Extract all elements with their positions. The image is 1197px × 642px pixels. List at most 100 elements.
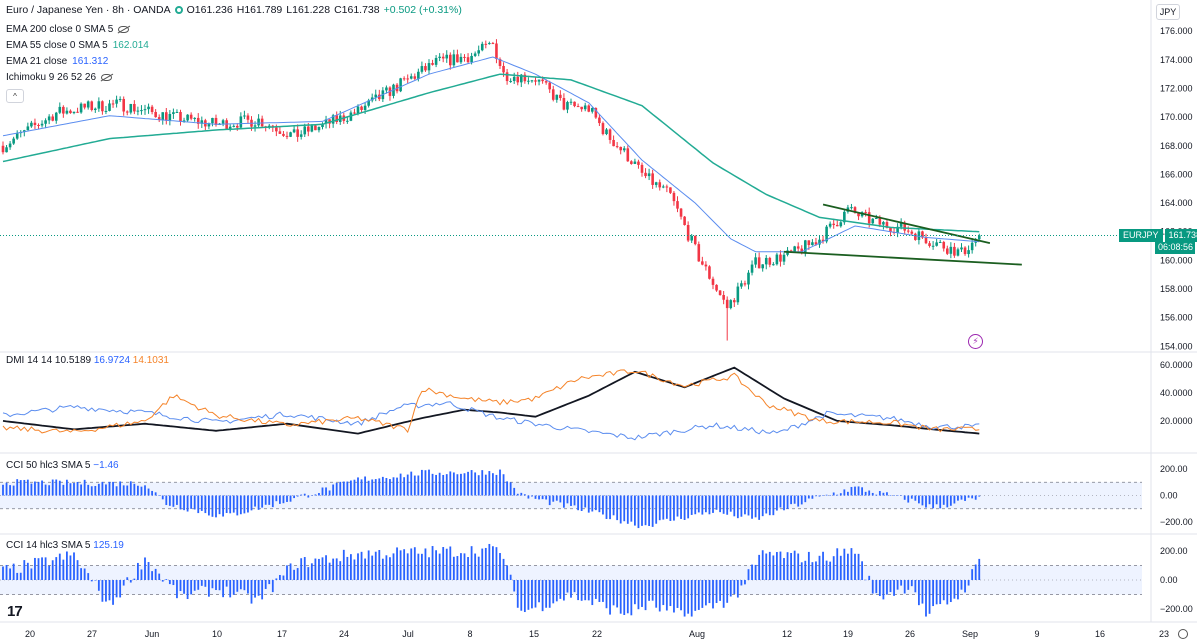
candle-body	[65, 110, 69, 114]
cci-bar	[58, 480, 61, 496]
cci-bar	[48, 565, 51, 580]
symbol-title[interactable]: Euro / Japanese Yen · 8h · OANDA	[6, 4, 171, 16]
cci-bar	[630, 580, 633, 616]
candle-body	[605, 129, 608, 135]
cci-bar	[413, 475, 416, 496]
last-price-tag: EURJPY 161.738	[1119, 229, 1197, 243]
cci-bar	[942, 580, 945, 601]
cci-bar	[900, 580, 903, 586]
cci-bar	[179, 580, 182, 592]
cci14-legend[interactable]: CCI 14 hlc3 SMA 5 125.19	[6, 539, 124, 553]
cci-bar	[793, 550, 796, 580]
cci-bar	[119, 481, 122, 496]
flash-icon[interactable]: ⚡	[968, 334, 983, 349]
collapse-legend-button[interactable]: ^	[6, 89, 24, 103]
cci-bar	[630, 495, 633, 522]
price-tick-label: 164.000	[1160, 198, 1193, 208]
cci-bar	[403, 477, 406, 496]
cci-bar	[690, 495, 693, 515]
cci-bar	[190, 580, 193, 595]
candle-body	[626, 148, 630, 162]
cci-bar	[527, 580, 530, 610]
candle-body	[331, 115, 335, 124]
tradingview-logo[interactable]: 17	[7, 603, 23, 620]
cci-bar	[864, 491, 867, 496]
cci-bar	[886, 580, 888, 595]
cci-bar	[467, 471, 469, 496]
candle-body	[122, 98, 125, 112]
indicator-ema55[interactable]: EMA 55 close 0 SMA 5 162.014	[6, 40, 149, 51]
cci-bar	[882, 580, 885, 600]
cci-bar	[949, 495, 952, 506]
cci-bar	[594, 580, 597, 599]
cci-bar	[257, 495, 260, 510]
cci-bar	[122, 485, 125, 496]
cci-bar	[850, 486, 853, 496]
cci-bar	[186, 580, 189, 600]
cci-bar	[790, 495, 792, 505]
cci-bar	[786, 552, 789, 580]
candles-group	[1, 39, 981, 341]
cci-bar	[371, 555, 374, 580]
currency-button[interactable]: JPY	[1156, 4, 1180, 20]
bar-countdown: 06:08:56	[1155, 242, 1195, 255]
cci-bar	[452, 472, 455, 496]
cci-bar	[197, 580, 200, 590]
cci-bar	[800, 495, 803, 505]
cci-bar	[9, 568, 11, 580]
cci-bar	[957, 495, 959, 501]
dmi-legend[interactable]: DMI 14 14 10.5189 16.9724 14.1031	[6, 354, 169, 368]
cci-bar	[701, 580, 704, 608]
cci-bar	[651, 495, 654, 527]
indicator-label: EMA 200 close 0 SMA 5	[6, 24, 114, 35]
cci50-legend[interactable]: CCI 50 hlc3 SMA 5 −1.46	[6, 459, 119, 473]
cci-bar	[378, 550, 381, 580]
cci-bar	[768, 551, 771, 580]
price-tick-label: 156.000	[1160, 313, 1193, 323]
cci-bar	[51, 560, 54, 580]
candle-body	[353, 112, 356, 114]
candle-body	[243, 115, 246, 117]
candle-body	[267, 125, 271, 127]
cci-bar	[822, 495, 824, 496]
candle-body	[580, 106, 583, 110]
cci-bar	[744, 495, 746, 515]
cci-bar	[783, 558, 785, 580]
candle-body	[1, 145, 5, 153]
settings-gear-icon[interactable]	[1178, 629, 1188, 639]
candle-body	[736, 286, 740, 303]
candle-body	[147, 106, 150, 110]
cci-bar	[69, 483, 72, 496]
hidden-eye-icon[interactable]	[101, 74, 113, 81]
candle-body	[512, 76, 516, 81]
cci-bar	[243, 580, 246, 591]
indicator-ichimoku[interactable]: Ichimoku 9 26 52 26	[6, 72, 113, 83]
cci-bar	[697, 580, 700, 610]
cci14-value: 125.19	[93, 540, 124, 551]
cci-bar	[754, 495, 757, 518]
candle-body	[399, 78, 402, 92]
cci-bar	[293, 569, 295, 580]
cci-bar	[555, 580, 558, 602]
candle-body	[406, 78, 409, 80]
cci-bar	[548, 580, 551, 608]
cci-bar	[559, 580, 562, 599]
cci14-label: CCI 14 hlc3 SMA 5	[6, 540, 91, 551]
cci-bar	[506, 565, 508, 580]
cci-bar	[761, 550, 764, 580]
cci-bar	[168, 580, 171, 585]
cci-bar	[126, 485, 129, 496]
indicator-ema200[interactable]: EMA 200 close 0 SMA 5	[6, 24, 130, 35]
cci-bar	[87, 484, 90, 496]
candle-body	[360, 106, 363, 110]
cci-bar	[768, 495, 771, 516]
cci-bar	[197, 495, 200, 514]
indicator-ema21[interactable]: EMA 21 close 161.312	[6, 56, 108, 67]
cci-bar	[208, 580, 210, 597]
candle-body	[115, 99, 118, 104]
candle-body	[608, 129, 612, 140]
cci-bar	[761, 495, 764, 517]
hidden-eye-icon[interactable]	[118, 26, 130, 33]
cci-bar	[222, 495, 224, 517]
